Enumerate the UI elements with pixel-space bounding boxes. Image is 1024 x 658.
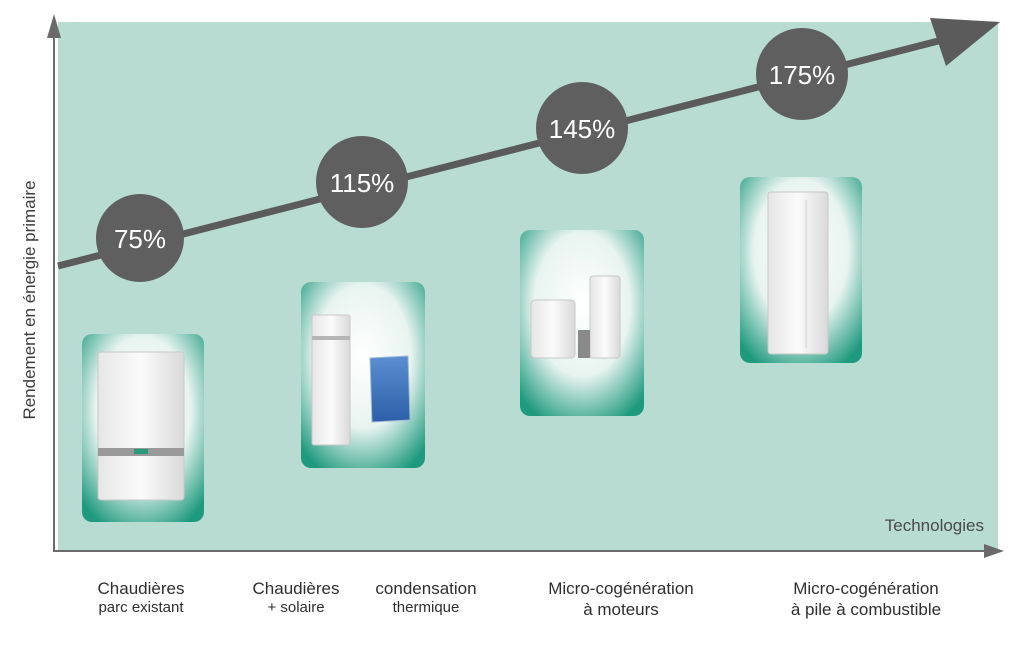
category-label-2: Chaudières + solaire [236, 578, 356, 618]
efficiency-bubble-4: 175% [756, 28, 848, 120]
category-label-extra-line2: thermique [392, 599, 460, 617]
category-label-2-line2: + solaire [267, 599, 325, 617]
category-label-3: Micro-cogénération à moteurs [516, 578, 726, 621]
category-label-2-line1: Chaudières [252, 579, 340, 598]
category-label-extra-line1: condensation [375, 579, 477, 598]
efficiency-bubble-1: 75% [96, 194, 184, 282]
y-axis [47, 14, 61, 552]
efficiency-value-1: 75% [114, 224, 166, 254]
category-label-4: Micro-cogénération à pile à combustible [752, 578, 980, 621]
efficiency-bubble-3: 145% [536, 82, 628, 174]
efficiency-value-4: 175% [769, 60, 836, 90]
category-label-1-line2: parc existant [98, 599, 184, 617]
fuel-cell-unit-icon [740, 177, 862, 363]
category-label-3-line2: à moteurs [583, 600, 659, 620]
efficiency-value-2: 115% [330, 168, 395, 198]
x-axis [54, 544, 1004, 558]
wall-boiler-icon [82, 334, 204, 522]
category-label-1: Chaudières parc existant [78, 578, 204, 618]
category-label-1-line1: Chaudières [97, 579, 185, 598]
category-label-4-line2: à pile à combustible [790, 600, 942, 620]
micro-cogeneration-engine-icon [520, 230, 644, 416]
efficiency-value-3: 145% [549, 114, 616, 144]
category-label-3-line1: Micro-cogénération [548, 579, 694, 598]
x-axis-label: Technologies [884, 516, 984, 535]
category-label-extra: condensation thermique [356, 578, 496, 618]
efficiency-bubble-2: 115% [316, 136, 408, 228]
category-label-4-line1: Micro-cogénération [793, 579, 939, 598]
y-axis-label: Rendement en énergie primaire [20, 180, 39, 420]
condensing-boiler-solar-panel-icon [301, 282, 425, 468]
